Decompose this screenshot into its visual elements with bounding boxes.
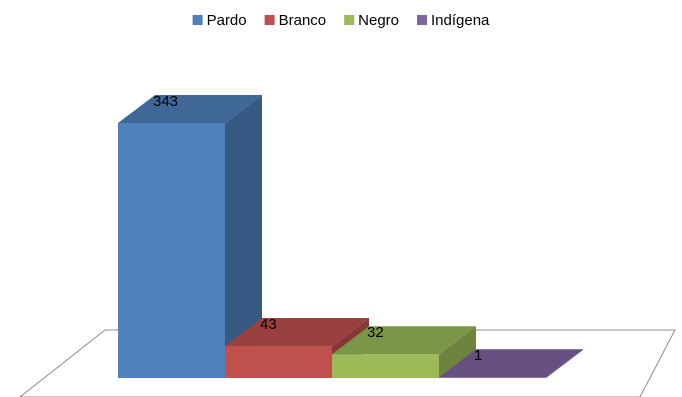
bar (439, 377, 546, 378)
bar-top (439, 349, 583, 378)
data-label: 43 (260, 316, 277, 333)
legend-label: Indígena (431, 12, 490, 29)
bar-side (439, 326, 476, 378)
bar-top (225, 318, 369, 347)
legend-swatch (417, 15, 428, 25)
data-label: 32 (367, 324, 384, 341)
legend-swatch (344, 15, 355, 25)
data-label: 1 (474, 347, 482, 364)
bar (225, 346, 332, 378)
legend-swatch (264, 15, 275, 25)
bar-top (332, 326, 476, 355)
bar-side (225, 95, 262, 378)
legend-item: Branco (264, 12, 327, 29)
legend-item: Negro (344, 12, 399, 29)
data-label: 343 (153, 93, 178, 110)
legend: Pardo Branco Negro Indígena (192, 12, 490, 29)
legend-swatch (192, 15, 203, 25)
plot-area: 343 43 32 1 (118, 93, 583, 378)
legend-item: Indígena (417, 12, 490, 29)
legend-label: Negro (358, 12, 399, 29)
legend-item: Pardo (192, 12, 247, 29)
legend-label: Branco (279, 12, 327, 29)
bar (118, 123, 225, 378)
bar-top (118, 95, 262, 123)
bar (332, 354, 439, 378)
legend-label: Pardo (207, 12, 247, 29)
bar-side (546, 349, 583, 378)
